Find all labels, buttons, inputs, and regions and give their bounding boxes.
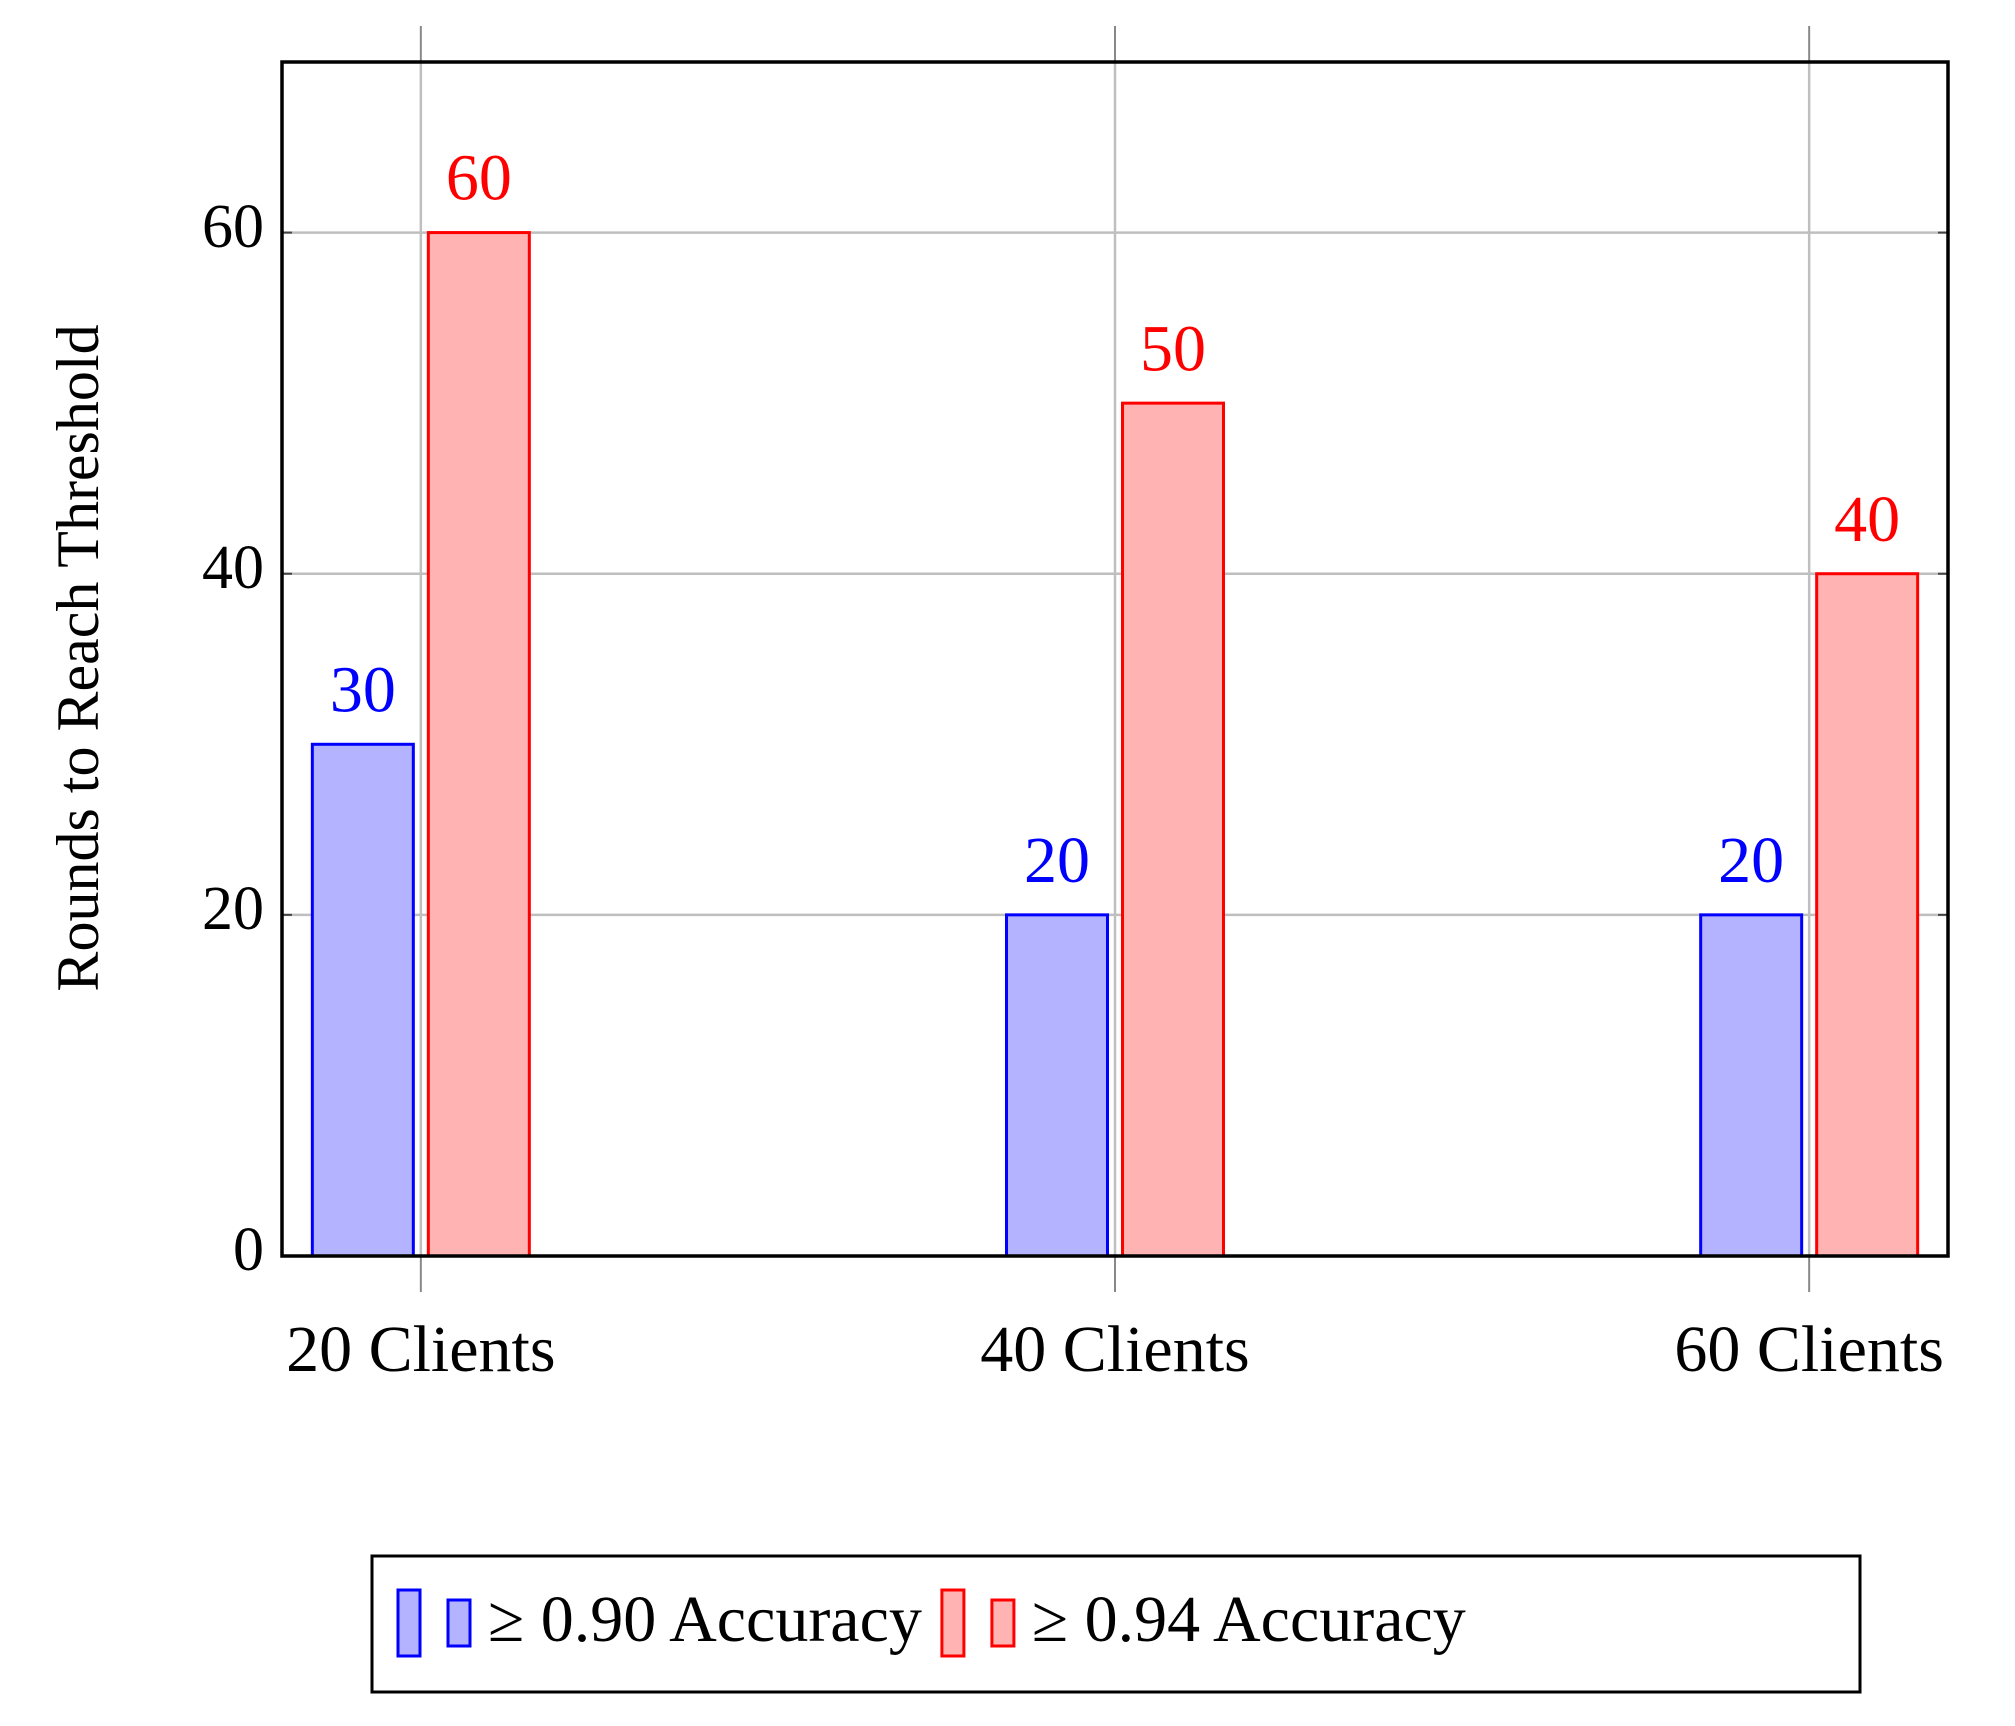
legend-swatch bbox=[446, 1598, 472, 1648]
data-label: 30 bbox=[330, 653, 396, 726]
bar bbox=[426, 231, 531, 1258]
legend-label: ≥ 0.90 Accuracy bbox=[488, 1583, 922, 1656]
bar bbox=[1121, 401, 1225, 1258]
data-label: 60 bbox=[446, 142, 512, 215]
bar bbox=[1005, 913, 1109, 1258]
legend-label: ≥ 0.94 Accuracy bbox=[1032, 1583, 1466, 1656]
legend-swatch bbox=[396, 1588, 422, 1658]
legend-box bbox=[370, 1554, 1862, 1694]
plot-frame bbox=[280, 60, 1950, 1258]
y-axis-label: Rounds to Reach Threshold bbox=[45, 324, 111, 991]
data-label: 50 bbox=[1140, 312, 1206, 385]
x-tick-label: 60 Clients bbox=[1674, 1313, 1944, 1386]
bar bbox=[1815, 572, 1920, 1258]
legend-swatch bbox=[940, 1588, 966, 1658]
y-tick-label: 40 bbox=[202, 534, 264, 602]
bar bbox=[1699, 913, 1804, 1258]
data-label: 20 bbox=[1718, 824, 1784, 897]
y-tick-label: 0 bbox=[233, 1216, 264, 1284]
data-label: 20 bbox=[1024, 824, 1090, 897]
legend-swatch bbox=[990, 1598, 1016, 1648]
bar bbox=[310, 742, 415, 1258]
x-tick-label: 40 Clients bbox=[980, 1313, 1250, 1386]
y-tick-label: 60 bbox=[202, 193, 264, 261]
data-label: 40 bbox=[1834, 483, 1900, 556]
x-tick-label: 20 Clients bbox=[286, 1313, 556, 1386]
y-tick-label: 20 bbox=[202, 875, 264, 943]
